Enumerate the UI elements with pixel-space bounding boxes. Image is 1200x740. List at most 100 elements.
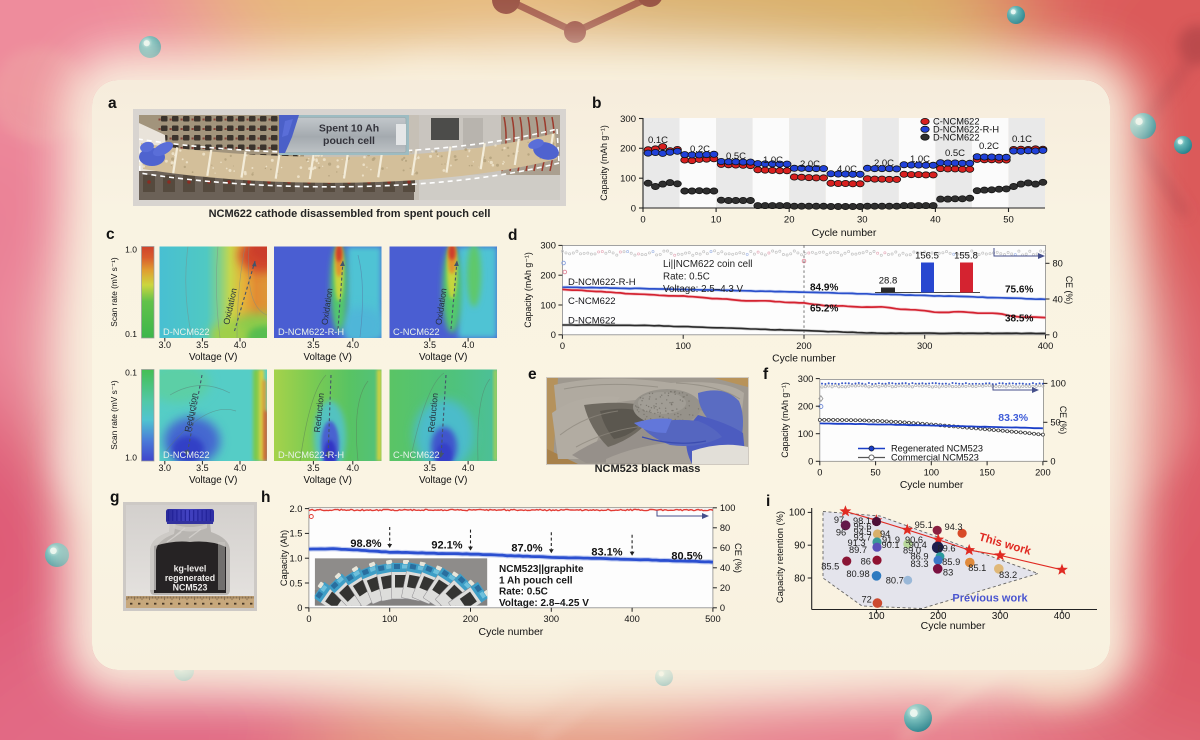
svg-text:pouch cell: pouch cell	[323, 135, 375, 147]
svg-text:1.0: 1.0	[289, 554, 302, 564]
svg-text:4.0: 4.0	[462, 340, 475, 350]
svg-text:Previous work: Previous work	[952, 593, 1028, 605]
svg-text:0: 0	[631, 203, 636, 214]
svg-text:0.1: 0.1	[125, 368, 137, 378]
svg-text:0: 0	[640, 215, 645, 226]
svg-text:kg-level: kg-level	[174, 564, 207, 574]
svg-text:0.1C: 0.1C	[1012, 134, 1032, 145]
svg-text:0: 0	[551, 330, 556, 340]
svg-text:0.2C: 0.2C	[979, 141, 999, 152]
svg-text:1.5: 1.5	[289, 529, 302, 539]
svg-text:100: 100	[868, 611, 885, 622]
svg-text:D-NCM622: D-NCM622	[163, 450, 210, 460]
svg-text:91.3: 91.3	[847, 538, 865, 548]
svg-text:C-NCM622: C-NCM622	[393, 327, 440, 337]
svg-text:CE (%): CE (%)	[1058, 406, 1068, 434]
svg-text:Spent 10 Ah: Spent 10 Ah	[319, 123, 379, 135]
svg-text:40: 40	[930, 215, 941, 226]
svg-text:Voltage (V): Voltage (V)	[419, 475, 467, 486]
svg-text:97: 97	[834, 515, 844, 525]
svg-text:3.0: 3.0	[159, 463, 172, 473]
svg-text:80: 80	[794, 573, 805, 584]
svg-text:80.98: 80.98	[846, 569, 869, 579]
svg-text:300: 300	[992, 611, 1009, 622]
svg-text:83.1%: 83.1%	[591, 547, 622, 559]
svg-text:D-NCM622-R-H: D-NCM622-R-H	[278, 450, 344, 460]
svg-text:Rate: 0.5C: Rate: 0.5C	[499, 587, 548, 598]
svg-text:90.6: 90.6	[905, 535, 923, 545]
svg-text:Scan rate (mV s⁻¹): Scan rate (mV s⁻¹)	[109, 257, 119, 327]
svg-text:D-NCM622: D-NCM622	[568, 316, 616, 327]
svg-text:Voltage (V): Voltage (V)	[189, 352, 237, 363]
svg-text:80: 80	[720, 523, 730, 533]
svg-text:92.1%: 92.1%	[431, 540, 462, 552]
svg-text:30: 30	[857, 215, 868, 226]
svg-text:84.9%: 84.9%	[810, 283, 838, 294]
svg-text:4.0: 4.0	[347, 463, 360, 473]
svg-text:Reduction: Reduction	[426, 392, 440, 433]
svg-text:200: 200	[1035, 467, 1051, 477]
svg-text:0.2C: 0.2C	[690, 144, 710, 155]
svg-text:0: 0	[720, 603, 725, 613]
svg-text:100: 100	[789, 508, 806, 519]
svg-text:95.1: 95.1	[915, 520, 933, 530]
svg-text:85.1: 85.1	[968, 563, 986, 573]
svg-text:0: 0	[560, 341, 565, 351]
svg-text:100: 100	[924, 467, 940, 477]
svg-text:89.6: 89.6	[937, 544, 955, 554]
svg-text:1.0C: 1.0C	[910, 154, 930, 165]
svg-text:83.3: 83.3	[910, 559, 928, 569]
svg-text:200: 200	[796, 341, 812, 351]
svg-text:50: 50	[1050, 418, 1060, 428]
svg-text:Voltage (V): Voltage (V)	[303, 352, 351, 363]
svg-text:4.0: 4.0	[462, 463, 475, 473]
svg-text:0: 0	[808, 457, 813, 467]
svg-text:94.3: 94.3	[944, 522, 962, 532]
svg-text:200: 200	[540, 271, 556, 281]
svg-text:87.0%: 87.0%	[511, 543, 542, 555]
svg-text:0: 0	[1053, 330, 1058, 340]
svg-text:CE (%): CE (%)	[1064, 276, 1074, 304]
svg-text:Capacity (mAh g⁻¹): Capacity (mAh g⁻¹)	[599, 125, 609, 201]
svg-text:89.0: 89.0	[903, 546, 921, 556]
svg-text:Cycle number: Cycle number	[772, 353, 836, 364]
svg-text:400: 400	[1054, 611, 1071, 622]
svg-text:91.9: 91.9	[882, 535, 900, 545]
svg-text:Cycle number: Cycle number	[900, 480, 964, 491]
svg-text:80: 80	[1053, 259, 1063, 269]
svg-text:D-NCM622-R-H: D-NCM622-R-H	[278, 327, 344, 337]
svg-text:0: 0	[817, 467, 822, 477]
svg-text:400: 400	[624, 614, 640, 624]
svg-text:3.5: 3.5	[196, 463, 209, 473]
svg-text:4.0: 4.0	[347, 340, 360, 350]
svg-text:NCM523: NCM523	[173, 583, 208, 593]
svg-text:95.6: 95.6	[853, 522, 871, 532]
svg-text:3.5: 3.5	[424, 463, 437, 473]
svg-text:1.0: 1.0	[125, 245, 137, 255]
svg-text:75.6%: 75.6%	[1005, 285, 1033, 296]
svg-text:D-NCM622: D-NCM622	[163, 327, 210, 337]
svg-text:85.9: 85.9	[942, 557, 960, 567]
svg-text:3.5: 3.5	[424, 340, 437, 350]
svg-text:100: 100	[1050, 379, 1066, 389]
svg-text:200: 200	[930, 611, 947, 622]
svg-text:0: 0	[1050, 457, 1055, 467]
svg-text:94: 94	[880, 529, 890, 539]
svg-text:60: 60	[720, 543, 730, 553]
svg-text:0.5C: 0.5C	[726, 151, 746, 162]
svg-text:90.4: 90.4	[909, 540, 927, 550]
svg-text:90.1: 90.1	[881, 540, 899, 550]
svg-text:83: 83	[943, 568, 953, 578]
svg-text:500: 500	[705, 614, 721, 624]
svg-text:80.5%: 80.5%	[671, 551, 702, 563]
svg-text:Scan rate (mV s⁻¹): Scan rate (mV s⁻¹)	[109, 380, 119, 450]
svg-text:D-NCM622: D-NCM622	[933, 132, 980, 142]
svg-text:93.7: 93.7	[853, 533, 871, 543]
svg-text:40: 40	[720, 563, 730, 573]
svg-text:1.0C: 1.0C	[763, 155, 783, 166]
svg-text:Voltage (V): Voltage (V)	[419, 352, 467, 363]
svg-text:Voltage: 2.8–4.25 V: Voltage: 2.8–4.25 V	[499, 598, 589, 609]
svg-text:D-NCM622-R-H: D-NCM622-R-H	[568, 277, 636, 288]
svg-text:4.0: 4.0	[234, 463, 247, 473]
svg-text:300: 300	[540, 241, 556, 251]
